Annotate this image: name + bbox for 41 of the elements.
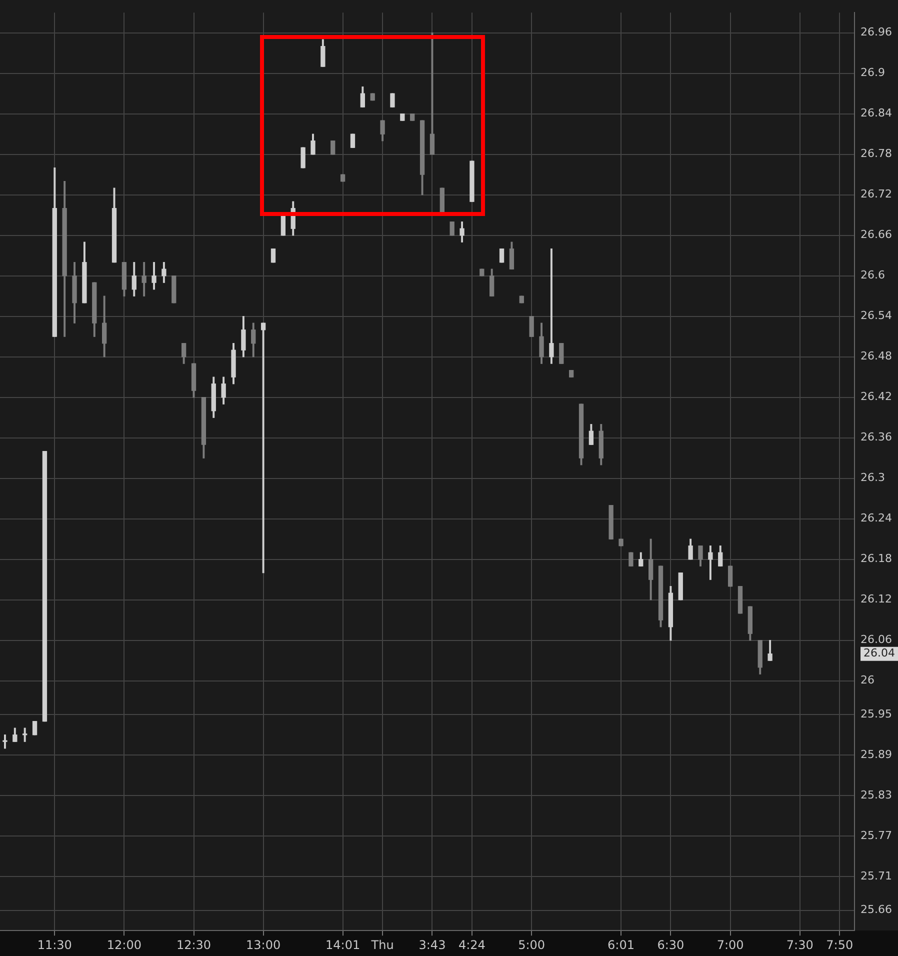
y-tick-label: 26.84 [860,106,892,120]
x-tick-label: 6:01 [608,938,634,952]
y-tick-label: 26.66 [860,228,892,242]
y-tick-label: 26.36 [860,430,892,444]
candlestick [2,734,8,749]
y-tick-label: 25.95 [860,707,892,720]
y-tick-label: 25.66 [860,903,892,916]
y-tick-label: 26.72 [860,188,892,201]
x-tick-label: 12:30 [176,938,212,952]
x-tick-label: 7:30 [786,938,814,952]
candlestick [260,322,266,574]
y-tick-label: 26.48 [860,350,892,363]
y-tick-label: 26.9 [860,66,886,80]
y-tick-label: 26.3 [860,471,886,484]
y-tick-label: 26.6 [860,268,886,282]
x-tick-label: 14:01 [326,938,360,952]
x-tick-label: 12:00 [106,938,142,952]
y-tick-label: 26.54 [860,309,892,322]
y-tick-label: 26.18 [860,552,892,566]
y-tick-label: 26.42 [860,390,892,404]
y-tick-label: 25.89 [860,748,892,761]
x-tick-label: Thu [370,938,394,952]
x-tick-label: 4:24 [458,938,486,952]
x-tick-label: 6:30 [657,938,684,952]
x-tick-label: 7:00 [716,938,744,952]
y-tick-label: 25.77 [860,828,892,842]
y-tick-label: 26.06 [860,633,892,646]
y-tick-label: 25.83 [860,788,892,802]
y-tick-label: 25.71 [860,869,892,882]
y-tick-label: 26 [860,674,875,687]
y-tick-label: 26.78 [860,147,892,160]
x-tick-label: 11:30 [37,938,72,952]
y-tick-label: 26.12 [860,592,892,606]
candlestick [549,248,554,364]
text: 26.04 [864,646,896,660]
y-tick-label: 26.96 [860,26,892,39]
x-tick-label: 7:50 [826,938,854,952]
y-tick-label: 26.24 [860,512,892,525]
x-tick-label: 5:00 [518,938,546,952]
x-tick-label: 13:00 [246,938,281,952]
x-tick-label: 3:43 [418,938,446,952]
